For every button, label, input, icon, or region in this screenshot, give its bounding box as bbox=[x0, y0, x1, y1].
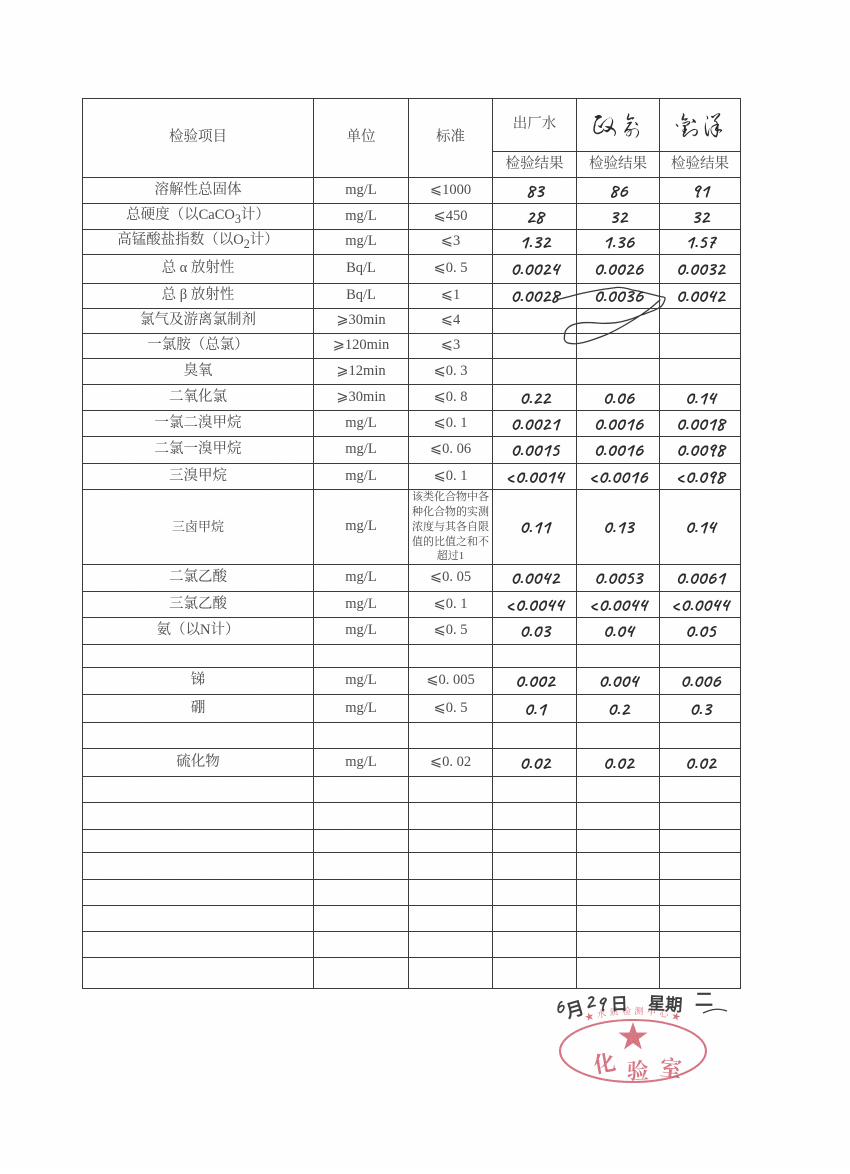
svg-text:室: 室 bbox=[658, 1051, 683, 1084]
svg-text:★ 水 质 检 测 中 心 ★: ★ 水 质 检 测 中 心 ★ bbox=[584, 1005, 682, 1023]
svg-text:星: 星 bbox=[648, 994, 666, 1016]
svg-text:化: 化 bbox=[591, 1046, 618, 1080]
svg-text:9: 9 bbox=[595, 989, 609, 1018]
svg-text:月: 月 bbox=[563, 998, 587, 1024]
svg-text:2: 2 bbox=[582, 987, 598, 1016]
svg-text:6: 6 bbox=[550, 993, 570, 1022]
svg-text:验: 验 bbox=[626, 1054, 649, 1086]
svg-text:二: 二 bbox=[695, 990, 713, 1012]
svg-text:日: 日 bbox=[610, 994, 628, 1016]
svg-text:期: 期 bbox=[665, 995, 683, 1017]
